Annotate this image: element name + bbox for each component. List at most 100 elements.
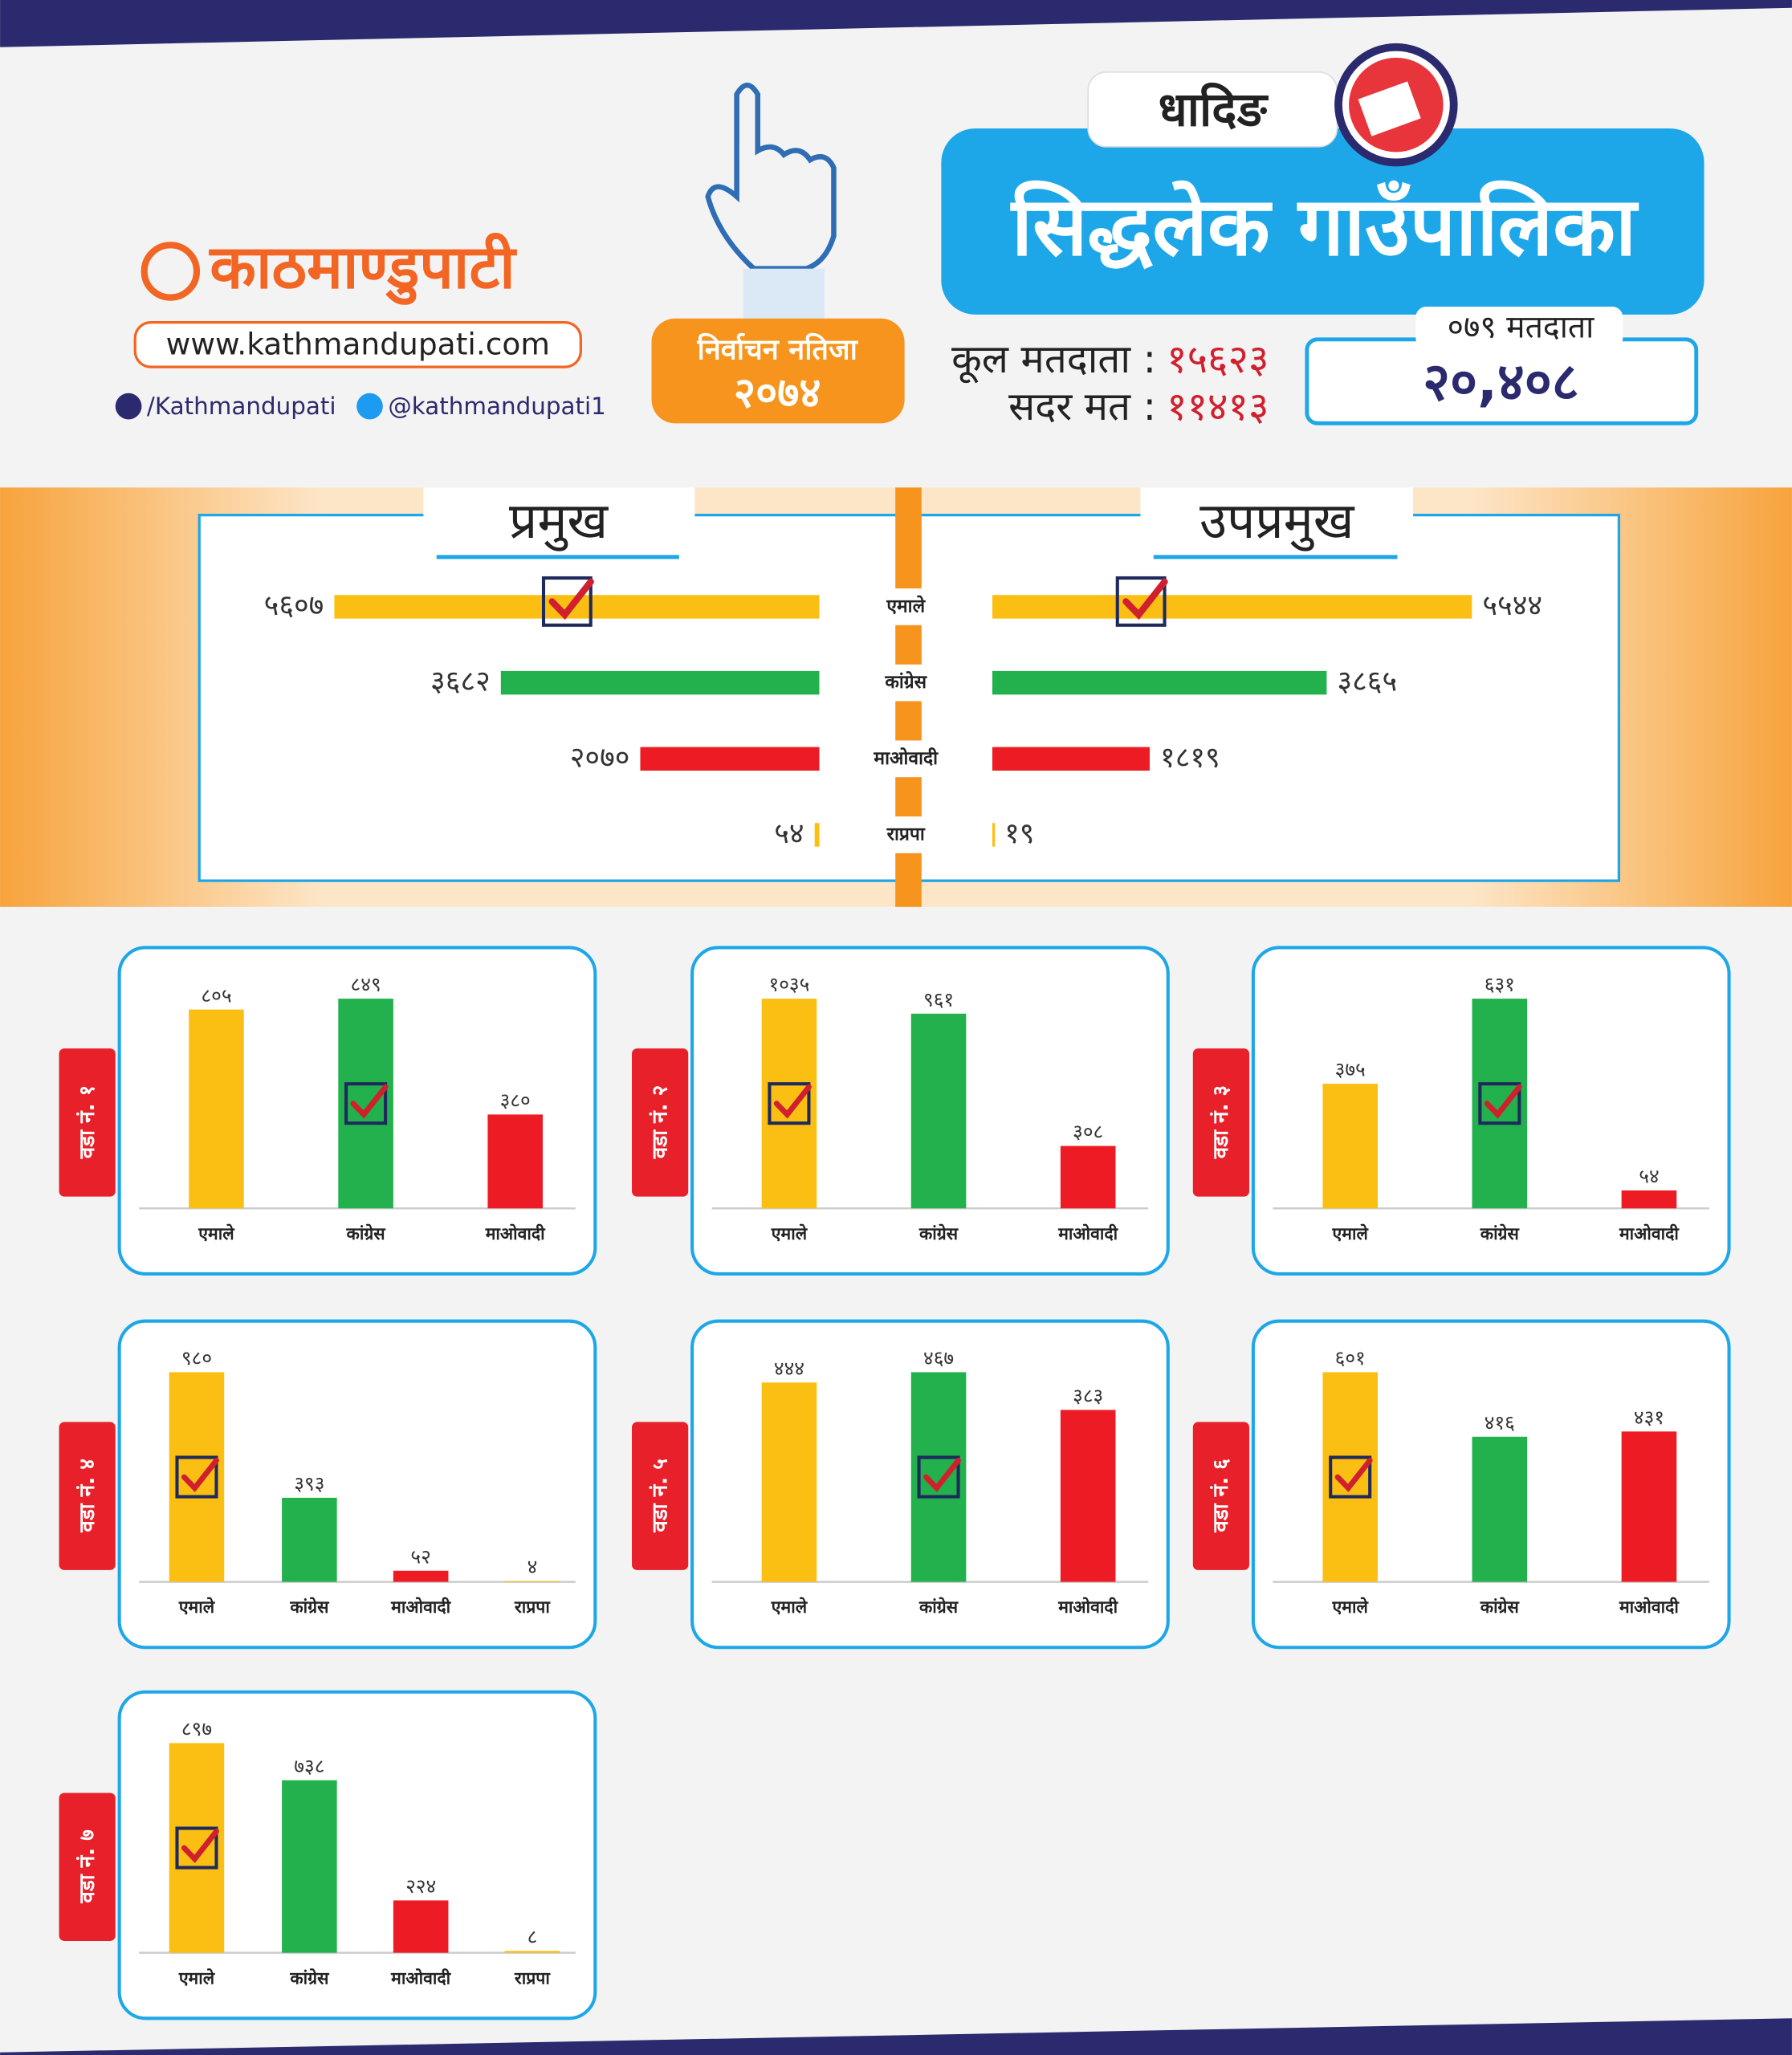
bar bbox=[1621, 1431, 1677, 1582]
logo: काठमाण्डुपाटी bbox=[208, 231, 517, 305]
bar bbox=[992, 595, 1472, 619]
value-label: ३८६५ bbox=[1337, 665, 1397, 698]
value-label: ३६८२ bbox=[430, 665, 491, 698]
mayor-tab bbox=[423, 487, 695, 553]
x-tick-label: एमाले bbox=[198, 1223, 235, 1244]
ward-tab bbox=[632, 1048, 689, 1197]
x-tick-label: राप्रपा bbox=[514, 1597, 551, 1618]
x-tick-label: माओवादी bbox=[390, 1968, 451, 1988]
winner-check-box bbox=[175, 1826, 218, 1870]
x-tick-label: माओवादी bbox=[1619, 1223, 1680, 1244]
ward-title: वडा नं. २ bbox=[648, 1085, 672, 1159]
value-label: ८४९ bbox=[351, 973, 381, 996]
ward-title: वडा नं. ७ bbox=[75, 1829, 100, 1903]
title-box bbox=[941, 128, 1704, 315]
badge-title: निर्वाचन नतिजा bbox=[697, 333, 859, 367]
value-label: ३९३ bbox=[294, 1472, 324, 1495]
winner-check bbox=[773, 1084, 812, 1119]
x-tick-label: कांग्रेस bbox=[289, 1597, 330, 1618]
value-label: ६३१ bbox=[1485, 973, 1515, 996]
x-tick-label: एमाले bbox=[178, 1597, 216, 1618]
ward-title: वडा नं. ३ bbox=[1209, 1085, 1233, 1159]
bar bbox=[992, 747, 1150, 771]
value-label: ३८३ bbox=[1073, 1384, 1103, 1407]
website: www.kathmandupati.com bbox=[166, 327, 550, 362]
value-label: ९६१ bbox=[923, 987, 954, 1011]
winner-check-box bbox=[917, 1455, 960, 1499]
x-tick-label: कांग्रेस bbox=[346, 1223, 387, 1244]
total-voters-label: कूल मतदाता : bbox=[951, 336, 1156, 384]
municipality: सिद्धलेक गाउँपालिका bbox=[1010, 179, 1639, 274]
category-label: एमाले bbox=[886, 595, 926, 616]
x-tick-label: माओवादी bbox=[1619, 1597, 1680, 1618]
valid-votes: ११४१३ bbox=[1167, 384, 1269, 429]
category-label: राप्रपा bbox=[886, 824, 926, 844]
hand-sleeve bbox=[743, 268, 825, 319]
bar bbox=[189, 1009, 244, 1209]
value-label: ५४ bbox=[774, 817, 804, 850]
winner-check bbox=[1334, 1458, 1373, 1492]
x-tick-label: माओवादी bbox=[390, 1597, 451, 1618]
bar bbox=[504, 1951, 560, 1953]
value-label: ४ bbox=[527, 1555, 538, 1578]
value-label: २०७० bbox=[570, 741, 630, 774]
twitter-icon bbox=[356, 393, 383, 420]
bar bbox=[1060, 1146, 1116, 1209]
facebook: /Kathmandupati bbox=[147, 393, 336, 420]
value-label: २२४ bbox=[405, 1874, 436, 1898]
bar bbox=[500, 670, 820, 695]
value-label: ५५४४ bbox=[1482, 589, 1542, 622]
value-label: ८०५ bbox=[201, 983, 231, 1007]
value-label: ९८० bbox=[181, 1346, 212, 1369]
voters-079: २०,४०८ bbox=[1423, 352, 1579, 413]
bar bbox=[761, 1382, 817, 1582]
ward-tab bbox=[59, 1422, 116, 1570]
winner-check-box bbox=[768, 1082, 811, 1125]
bar bbox=[282, 1780, 337, 1953]
voters-tab bbox=[1415, 307, 1623, 349]
twitter: @kathmandupati1 bbox=[388, 393, 606, 420]
value-label: १९ bbox=[1004, 817, 1034, 850]
x-tick-label: एमाले bbox=[178, 1968, 216, 1988]
x-tick-label: राप्रपा bbox=[514, 1968, 551, 1988]
value-label: ५२ bbox=[410, 1544, 430, 1568]
deputy-heading: उपप्रमुख bbox=[1199, 491, 1355, 551]
bar bbox=[640, 747, 820, 771]
ward-tab bbox=[1192, 1422, 1249, 1570]
x-tick-label: कांग्रेस bbox=[1480, 1223, 1521, 1244]
x-tick-label: कांग्रेस bbox=[289, 1968, 330, 1988]
mayor-heading: प्रमुख bbox=[509, 491, 609, 551]
value-label: ८९७ bbox=[181, 1717, 212, 1740]
category-label: कांग्रेस bbox=[884, 671, 927, 693]
bar bbox=[992, 823, 996, 847]
ward-card bbox=[117, 1319, 597, 1650]
facebook-icon bbox=[115, 393, 142, 420]
value-label: ८ bbox=[527, 1925, 538, 1948]
top-stripe bbox=[0, 0, 1792, 47]
bar bbox=[393, 1900, 449, 1953]
winner-check bbox=[1122, 578, 1168, 621]
value-label: ५४ bbox=[1639, 1165, 1659, 1188]
value-label: ३७५ bbox=[1335, 1058, 1366, 1081]
ward-card bbox=[117, 1690, 597, 2020]
winner-check bbox=[548, 578, 594, 621]
x-tick-label: माओवादी bbox=[1057, 1223, 1118, 1244]
district: धादिङ bbox=[1159, 82, 1269, 137]
value-label: ६०१ bbox=[1335, 1346, 1366, 1369]
category-box bbox=[856, 664, 956, 702]
bar bbox=[393, 1570, 449, 1582]
winner-check-box bbox=[1478, 1082, 1521, 1125]
bar bbox=[1472, 1436, 1528, 1582]
deputy-tab bbox=[1140, 487, 1414, 553]
bar bbox=[282, 1497, 337, 1582]
ward-title: वडा नं. १ bbox=[75, 1085, 100, 1159]
value-label: ७३८ bbox=[294, 1754, 324, 1777]
total-voters: १५६२३ bbox=[1167, 336, 1269, 382]
hand-icon bbox=[705, 82, 837, 271]
winner-check-box bbox=[344, 1082, 388, 1125]
value-label: ४६७ bbox=[923, 1346, 954, 1369]
value-label: १०३५ bbox=[768, 973, 809, 996]
x-tick-label: कांग्रेस bbox=[918, 1223, 959, 1244]
